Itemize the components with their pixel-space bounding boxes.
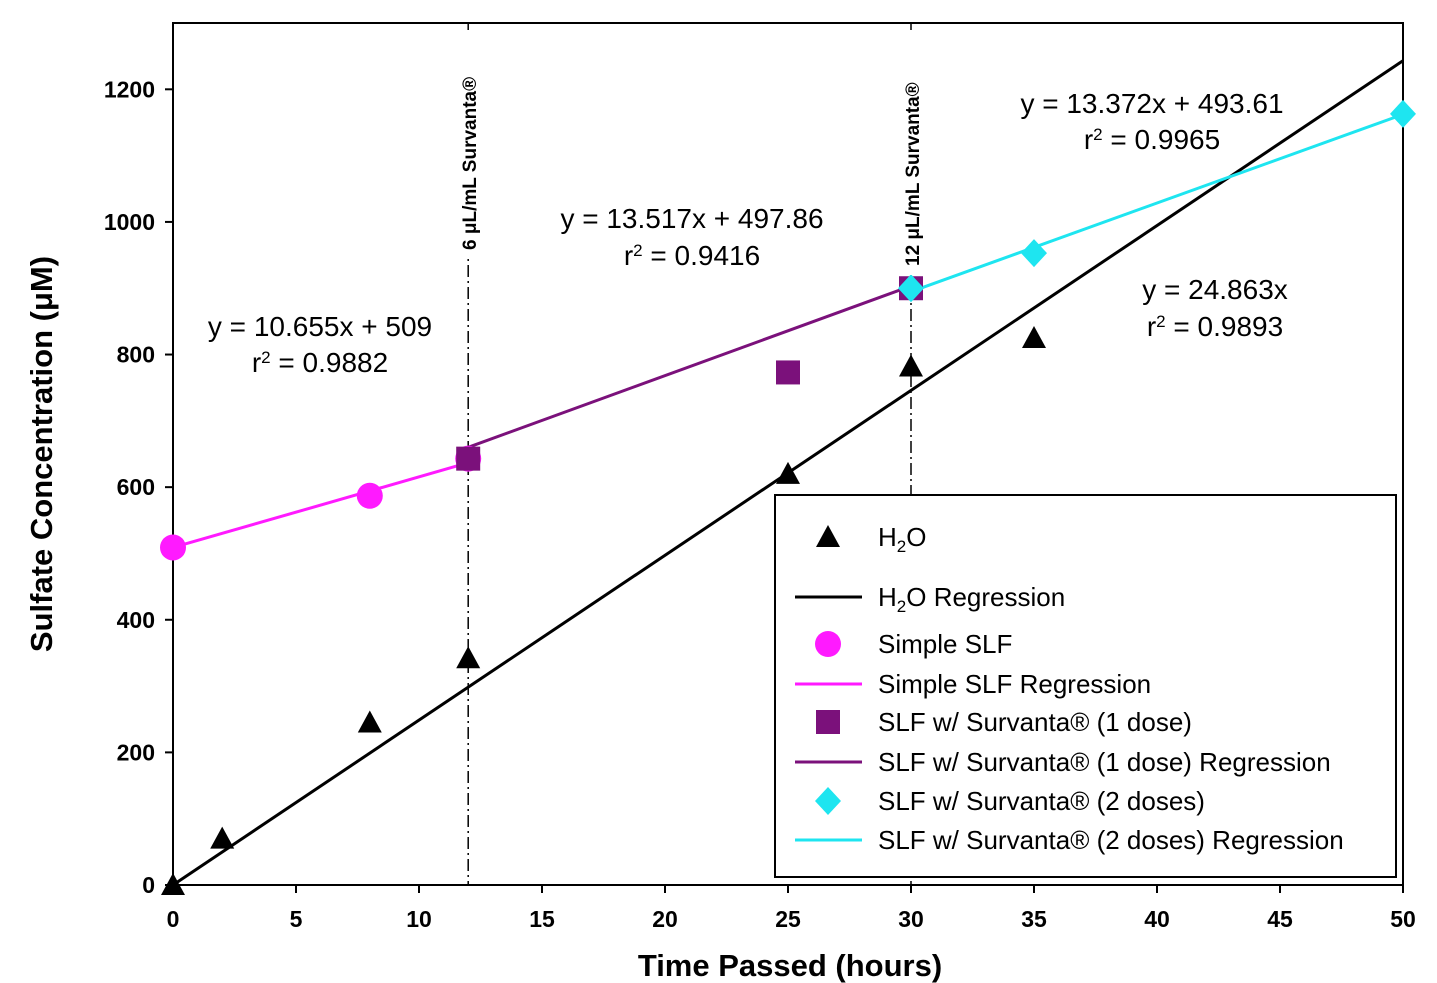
point-series2-0 xyxy=(456,446,481,471)
x-tick-label: 45 xyxy=(1267,906,1293,932)
annotation-label-12ul: 12 μL/mL Survanta® xyxy=(898,30,924,275)
legend-entry-6: SLF w/ Survanta® (2 doses) xyxy=(815,786,1205,816)
point-series2-1 xyxy=(776,360,800,385)
equation-h2o: y = 24.863x r2 = 0.9893 xyxy=(1142,274,1288,342)
r2-text: r2 = 0.9882 xyxy=(252,347,388,378)
legend-label: SLF w/ Survanta® (1 dose) xyxy=(878,707,1192,737)
legend-entry-4: SLF w/ Survanta® (1 dose) xyxy=(816,707,1192,737)
legend-label: H2O xyxy=(878,522,926,556)
y-axis-title: Sulfate Concentration (μM) xyxy=(24,256,59,652)
legend-entry-0: H2O xyxy=(816,522,926,556)
point-series0-1 xyxy=(210,826,235,849)
legend-marker xyxy=(816,525,840,547)
point-series0-4 xyxy=(776,461,800,484)
y-tick-label: 600 xyxy=(117,474,155,500)
point-series0-3 xyxy=(456,646,481,669)
legend-entry-3: Simple SLF Regression xyxy=(795,669,1151,699)
legend-label: Simple SLF xyxy=(878,629,1012,659)
point-series0-2 xyxy=(357,710,382,733)
x-tick-label: 0 xyxy=(167,906,180,932)
annotation-label-6ul: 6 μL/mL Survanta® xyxy=(455,30,481,258)
equation-1-dose: y = 13.517x + 497.86 r2 = 0.9416 xyxy=(560,203,823,271)
legend-entry-1: H2O Regression xyxy=(795,582,1065,616)
r2-text: r2 = 0.9416 xyxy=(624,240,760,271)
point-series1-1 xyxy=(356,482,383,509)
y-tick-label: 400 xyxy=(117,607,155,633)
x-tick-label: 10 xyxy=(406,906,432,932)
y-tick-label: 1000 xyxy=(104,209,155,235)
r2-text: r2 = 0.9893 xyxy=(1147,311,1283,342)
legend-label: SLF w/ Survanta® (2 doses) xyxy=(878,786,1205,816)
legend-label: SLF w/ Survanta® (2 doses) Regression xyxy=(878,825,1344,855)
point-series0-5 xyxy=(899,354,923,377)
x-tick-label: 25 xyxy=(775,906,801,932)
y-axis-ticks: 0 200 400 600 800 1000 1200 xyxy=(104,76,173,898)
point-series1-0 xyxy=(160,534,186,561)
equation-text: y = 13.517x + 497.86 xyxy=(560,203,823,234)
legend-box xyxy=(774,494,1397,878)
x-axis-title: Time Passed (hours) xyxy=(638,948,942,983)
legend: H2O H2O Regression Simple SLF Simple SLF Re… xyxy=(774,494,1397,878)
equation-text: y = 10.655x + 509 xyxy=(208,311,432,342)
legend-entry-7: SLF w/ Survanta® (2 doses) Regression xyxy=(795,825,1344,855)
equation-text: y = 24.863x xyxy=(1142,274,1288,305)
legend-label: Simple SLF Regression xyxy=(878,669,1151,699)
data-markers xyxy=(160,99,1416,895)
x-tick-label: 35 xyxy=(1021,906,1047,932)
legend-entry-2: Simple SLF xyxy=(815,629,1012,659)
annotation-text: 6 μL/mL Survanta® xyxy=(460,77,481,250)
x-tick-label: 15 xyxy=(529,906,555,932)
legend-marker xyxy=(816,710,840,734)
equation-text: y = 13.372x + 493.61 xyxy=(1020,88,1283,119)
y-tick-label: 800 xyxy=(117,342,155,368)
point-series3-1 xyxy=(1021,239,1047,268)
legend-label: H2O Regression xyxy=(878,582,1065,616)
legend-entry-5: SLF w/ Survanta® (1 dose) Regression xyxy=(795,747,1331,777)
x-tick-label: 20 xyxy=(652,906,678,932)
equation-2-doses: y = 13.372x + 493.61 r2 = 0.9965 xyxy=(1020,88,1283,155)
x-tick-label: 30 xyxy=(898,906,924,932)
y-tick-label: 1200 xyxy=(104,76,155,102)
point-series0-6 xyxy=(1022,325,1046,348)
regression-line-2 xyxy=(467,284,912,449)
y-tick-label: 200 xyxy=(117,739,155,765)
regression-line-1 xyxy=(172,461,469,549)
point-series3-2 xyxy=(1390,99,1416,128)
equation-simple-slf: y = 10.655x + 509 r2 = 0.9882 xyxy=(208,311,432,378)
annotation-text: 12 μL/mL Survanta® xyxy=(903,82,924,266)
x-tick-label: 5 xyxy=(290,906,303,932)
legend-label: SLF w/ Survanta® (1 dose) Regression xyxy=(878,747,1331,777)
x-tick-label: 50 xyxy=(1390,906,1416,932)
x-axis-ticks: 0 5 10 15 20 25 30 35 40 45 50 xyxy=(167,885,1416,932)
x-tick-label: 40 xyxy=(1144,906,1170,932)
r2-text: r2 = 0.9965 xyxy=(1084,124,1220,155)
legend-marker xyxy=(815,631,841,657)
legend-marker xyxy=(815,787,841,815)
point-series3-0 xyxy=(898,274,924,303)
y-tick-label: 0 xyxy=(142,872,155,898)
regression-line-3 xyxy=(910,112,1404,294)
